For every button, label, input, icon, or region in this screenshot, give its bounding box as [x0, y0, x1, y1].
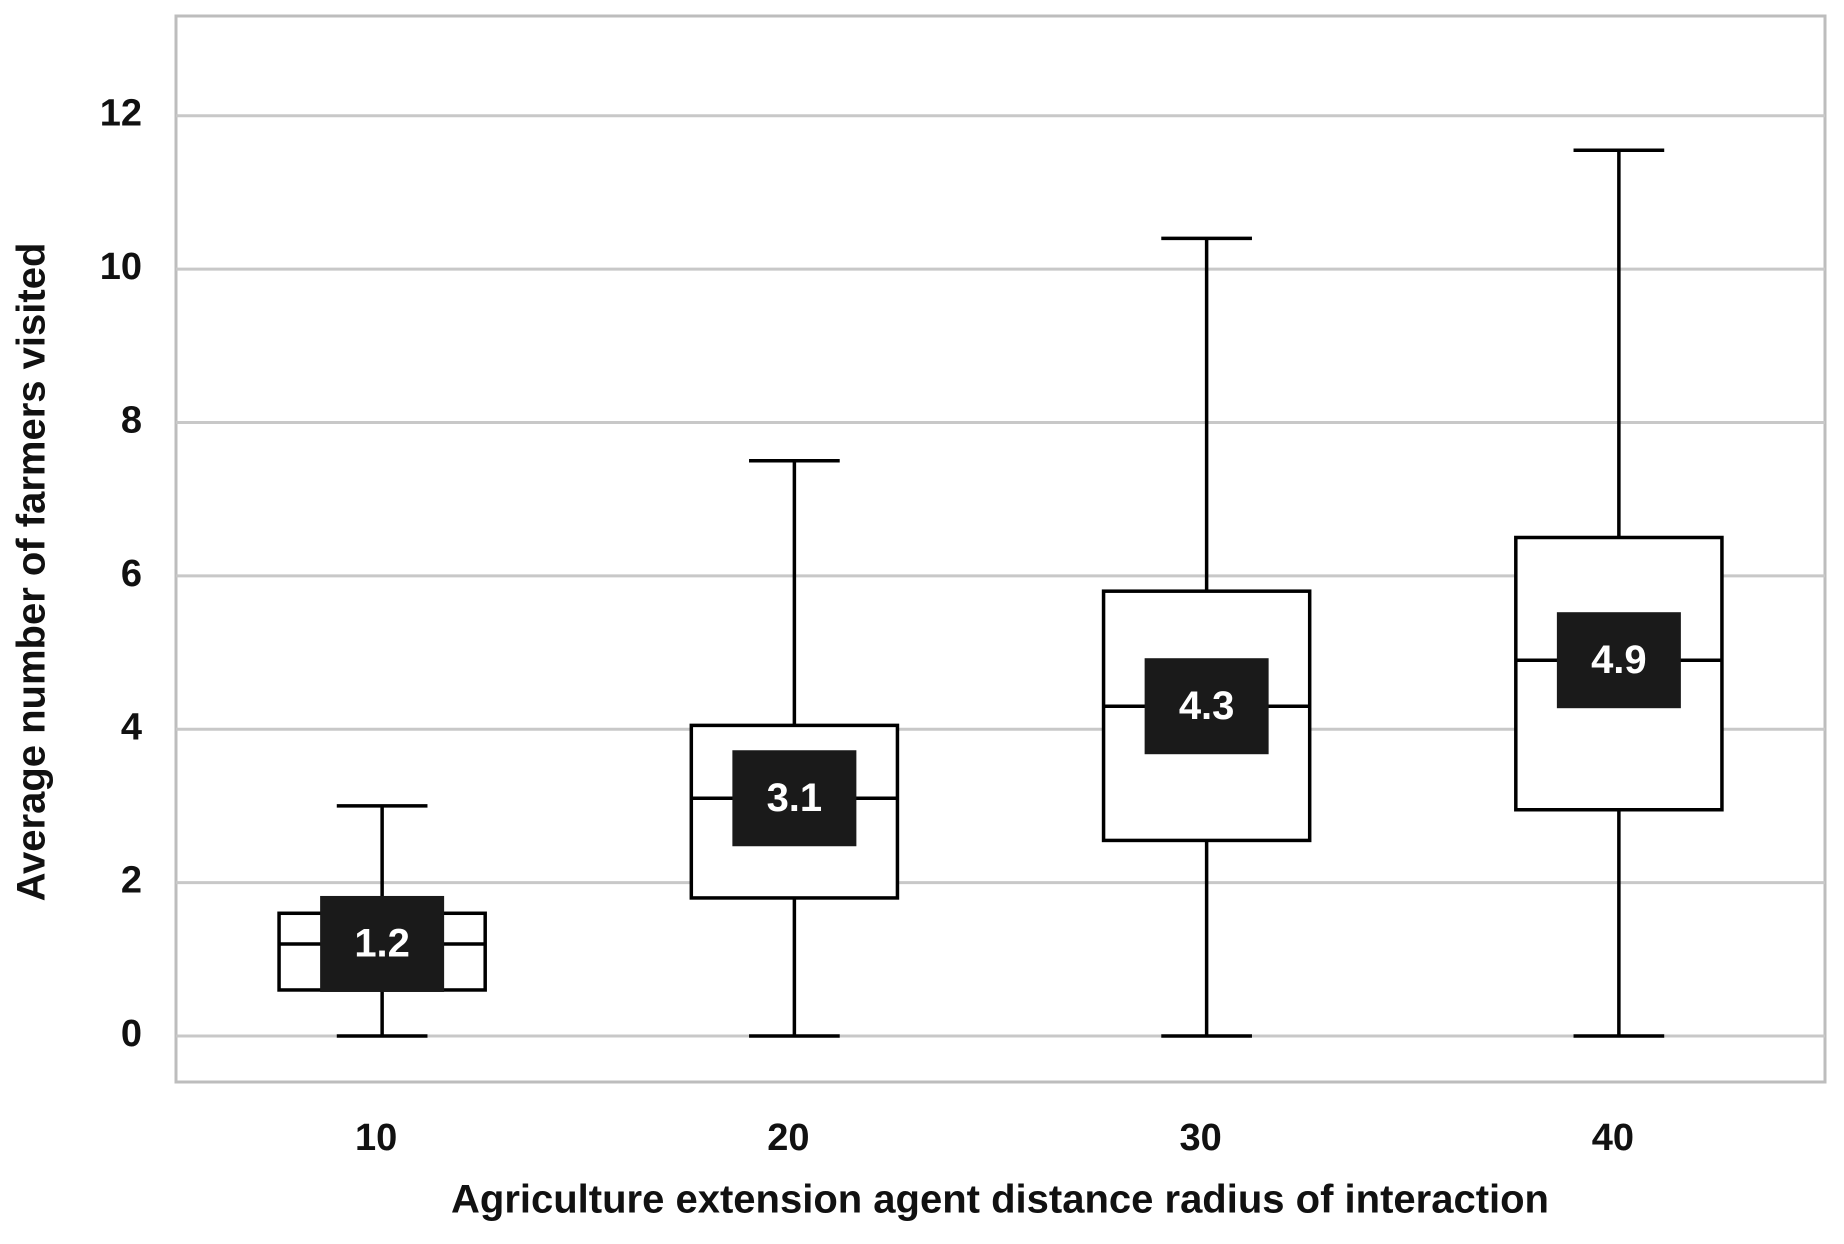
median-label: 1.2	[354, 922, 410, 966]
y-tick-label: 12	[100, 93, 142, 135]
median-label: 3.1	[767, 776, 823, 820]
box	[1101, 589, 1312, 843]
x-tick-label: 10	[355, 1117, 397, 1159]
x-tick-label: 20	[767, 1117, 809, 1159]
x-axis-title: Agriculture extension agent distance rad…	[451, 1178, 1549, 1222]
median-label: 4.9	[1591, 638, 1647, 682]
median-label-box	[1144, 658, 1269, 755]
x-tick-label: 40	[1592, 1117, 1634, 1159]
y-axis-title: Average number of farmers visited	[10, 243, 54, 902]
y-tick-label: 8	[121, 399, 142, 441]
median-label-box	[732, 750, 857, 847]
y-tick-label: 2	[121, 860, 142, 902]
x-tick-label: 30	[1179, 1117, 1221, 1159]
y-tick-label: 10	[100, 246, 142, 288]
y-tick-label: 4	[121, 706, 142, 748]
y-tick-label: 6	[121, 553, 142, 595]
y-tick-label: 0	[121, 1013, 142, 1055]
plot-frame	[174, 14, 1827, 1084]
median-label-box	[1556, 612, 1681, 709]
median-label: 4.3	[1179, 684, 1235, 728]
median-label-box	[320, 895, 445, 992]
